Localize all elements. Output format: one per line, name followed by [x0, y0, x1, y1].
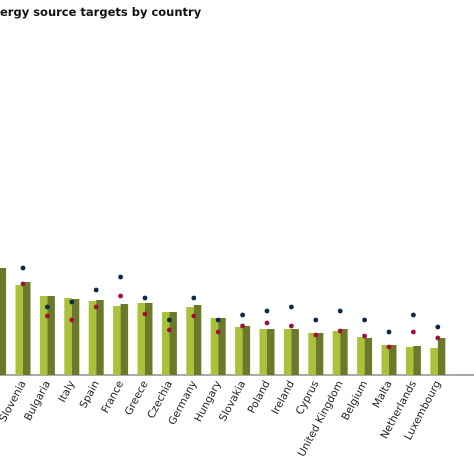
- bar: [137, 303, 145, 375]
- target-dot: [289, 323, 294, 329]
- target-dot: [240, 323, 246, 329]
- bar: [437, 338, 446, 375]
- target-dot: [337, 328, 343, 334]
- target-dot: [215, 317, 221, 323]
- target-dot: [20, 265, 26, 271]
- bar: [413, 346, 421, 375]
- bar: [242, 326, 251, 375]
- target-dot: [45, 313, 50, 319]
- bar: [47, 296, 55, 375]
- bar: [210, 318, 219, 375]
- bar: [364, 338, 373, 375]
- bar: [161, 312, 170, 375]
- x-tick-label: Malta: [370, 379, 394, 410]
- target-dot: [45, 304, 50, 310]
- target-dot: [215, 329, 221, 335]
- target-dot: [69, 317, 75, 323]
- bar: [120, 304, 129, 375]
- bar: [308, 333, 316, 375]
- target-dot: [362, 333, 367, 339]
- bar: [381, 345, 389, 375]
- bar: [267, 329, 275, 375]
- bar: [145, 303, 153, 375]
- x-tick-label: Poland: [246, 379, 273, 416]
- x-tick-label: France: [99, 379, 126, 415]
- target-dot: [93, 287, 99, 293]
- bar: [88, 301, 97, 375]
- x-tick-label: United Kingdom: [296, 379, 346, 459]
- bar: [259, 329, 267, 375]
- bar: [113, 306, 121, 375]
- bar: [235, 327, 243, 375]
- target-dot: [240, 312, 246, 318]
- bar: [430, 348, 438, 375]
- bar: [405, 347, 414, 375]
- bar: [389, 345, 397, 375]
- bar: [39, 296, 48, 375]
- target-dot: [142, 311, 148, 317]
- target-dot: [289, 304, 294, 310]
- target-dot: [69, 299, 75, 305]
- target-dot: [362, 317, 367, 323]
- target-dot: [337, 308, 343, 314]
- target-dot: [386, 344, 392, 350]
- target-dot: [435, 324, 441, 330]
- target-dot: [264, 308, 270, 314]
- bar: [64, 298, 72, 375]
- target-dot: [118, 274, 123, 280]
- bar: [169, 312, 177, 375]
- target-dot: [118, 293, 123, 299]
- bar: [193, 305, 202, 375]
- target-dot: [142, 295, 148, 301]
- bar: [291, 329, 299, 375]
- bar: [186, 307, 194, 375]
- chart-title: ergy source targets by country: [0, 5, 202, 19]
- target-dot: [93, 304, 99, 310]
- bar: [283, 329, 292, 375]
- target-dot: [264, 320, 270, 326]
- bar: [340, 329, 348, 375]
- bar: [23, 282, 31, 375]
- bar: [0, 268, 7, 375]
- target-dot: [313, 332, 319, 338]
- bar: [96, 300, 104, 375]
- target-dot: [386, 329, 392, 335]
- bar: [15, 285, 23, 375]
- target-dot: [20, 281, 26, 287]
- target-dot: [191, 313, 197, 319]
- bar: [315, 333, 324, 375]
- target-dot: [313, 317, 319, 323]
- bar: [332, 331, 341, 375]
- bar: [218, 318, 226, 375]
- target-dot: [167, 327, 172, 333]
- target-dot: [191, 295, 197, 301]
- x-tick-label: Spain: [77, 379, 101, 411]
- target-dot: [411, 312, 416, 318]
- bar: [71, 299, 80, 375]
- bar: [357, 337, 365, 375]
- target-dot: [411, 329, 416, 335]
- target-dot: [167, 317, 172, 323]
- target-dot: [435, 335, 441, 341]
- x-tick-label: Italy: [56, 379, 77, 405]
